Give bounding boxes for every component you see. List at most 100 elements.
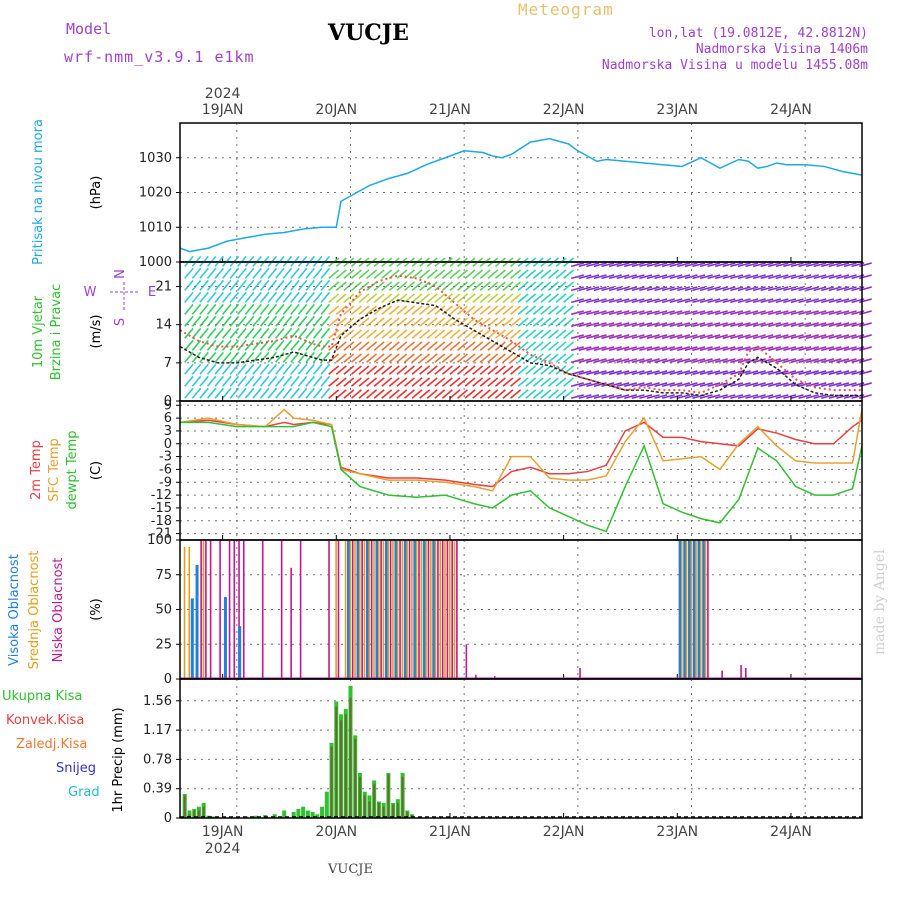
- wind-barb: [555, 317, 567, 327]
- wind-barb: [472, 341, 484, 351]
- wind-barb: [593, 394, 607, 400]
- wind-barb: [547, 353, 559, 363]
- wind-barb: [646, 298, 660, 304]
- wind-barb: [464, 317, 476, 327]
- cloud-bar-low: [579, 667, 581, 679]
- wind-barb: [419, 281, 431, 291]
- wind-barb: [654, 334, 668, 340]
- y-tick-label: 0: [164, 811, 172, 826]
- wind-barb: [669, 382, 683, 388]
- wind-barb: [222, 303, 232, 315]
- wind-barb: [624, 334, 638, 340]
- wind-barb: [350, 341, 362, 351]
- wind-barb: [677, 394, 691, 400]
- wind-barb: [798, 334, 812, 340]
- compass-e: E: [148, 285, 156, 300]
- wind-barb: [616, 394, 630, 400]
- wind-barb: [457, 389, 469, 399]
- wind-barb: [752, 262, 766, 268]
- wind-barb: [259, 387, 270, 399]
- wind-barb: [222, 315, 232, 327]
- wind-barb: [350, 353, 362, 363]
- wind-barb: [441, 365, 453, 375]
- cloud-bar-low: [744, 667, 747, 679]
- wind-barb: [646, 334, 660, 340]
- wind-barb: [259, 279, 270, 291]
- wind-barb: [578, 322, 592, 328]
- wind-barb: [297, 279, 308, 291]
- wind-barb: [449, 353, 461, 363]
- wind-barb: [510, 293, 522, 303]
- wind-barb: [244, 315, 255, 327]
- wind-barb: [464, 281, 476, 291]
- wind-axis-title-1: 10m Vjetar: [31, 295, 46, 368]
- wind-barb: [396, 353, 408, 363]
- wind-barb: [730, 370, 744, 376]
- wind-barb: [805, 322, 819, 328]
- wind-barb: [768, 370, 781, 376]
- wind-barb: [366, 365, 378, 375]
- series-line-speed: [179, 299, 862, 397]
- wind-barb: [229, 303, 240, 315]
- wind-barb: [813, 370, 827, 376]
- wind-barb: [631, 310, 645, 316]
- wind-barb: [525, 269, 537, 279]
- wind-barb: [836, 346, 850, 352]
- y-tick-label: 14: [155, 318, 172, 333]
- wind-barb: [593, 262, 607, 268]
- wind-barb: [828, 382, 842, 388]
- wind-barb: [714, 346, 728, 352]
- wind-barb: [760, 310, 774, 316]
- wind-barb: [305, 363, 315, 375]
- wind-barb: [191, 387, 202, 399]
- wind-barb: [730, 382, 744, 388]
- wind-barb: [275, 339, 285, 351]
- wind-barb: [593, 286, 607, 292]
- wind-barb: [252, 387, 262, 399]
- wind-barb: [669, 394, 683, 400]
- wind-barb: [199, 303, 209, 315]
- wind-barb: [639, 358, 653, 364]
- wind-barb: [677, 262, 691, 268]
- wind-barb: [517, 329, 529, 339]
- wind-barb: [396, 305, 408, 315]
- wind-barb: [366, 389, 378, 399]
- wind-barb: [343, 305, 355, 315]
- wind-barb: [184, 339, 194, 351]
- wind-barb: [312, 291, 323, 303]
- wind-barb: [366, 281, 378, 291]
- wind-barb: [328, 329, 340, 339]
- cloud-bar-low: [389, 540, 392, 679]
- wind-barb: [267, 279, 278, 291]
- wind-barb: [441, 317, 453, 327]
- wind-barb: [722, 346, 736, 352]
- wind-barb: [836, 334, 850, 340]
- cloud-bar-high: [384, 540, 388, 679]
- cloud-bar-low: [233, 540, 236, 679]
- wind-barb: [411, 377, 423, 387]
- wind-barb: [843, 274, 857, 280]
- wind-barb: [737, 334, 751, 340]
- wind-barb: [608, 298, 622, 304]
- wind-barb: [631, 382, 645, 388]
- wind-barb: [714, 274, 728, 280]
- wind-barb: [449, 305, 461, 315]
- y-tick-label: 1010: [139, 220, 172, 235]
- wind-barb: [366, 377, 378, 387]
- wind-barb: [593, 334, 607, 340]
- wind-barb: [206, 267, 217, 279]
- wind-barb: [752, 334, 766, 340]
- wind-barb: [206, 291, 217, 303]
- series-line-2m-temp: [179, 419, 863, 488]
- wind-barb: [214, 375, 225, 387]
- wind-barb: [244, 363, 255, 375]
- wind-barb: [578, 298, 592, 304]
- wind-barb: [608, 274, 622, 280]
- wind-barb: [411, 353, 423, 363]
- wind-barb: [547, 281, 559, 291]
- compass-w: W: [84, 285, 97, 300]
- wind-barb: [760, 262, 774, 268]
- cloud-bar-low: [721, 670, 723, 679]
- wind-barb: [813, 334, 827, 340]
- wind-barb: [760, 322, 774, 328]
